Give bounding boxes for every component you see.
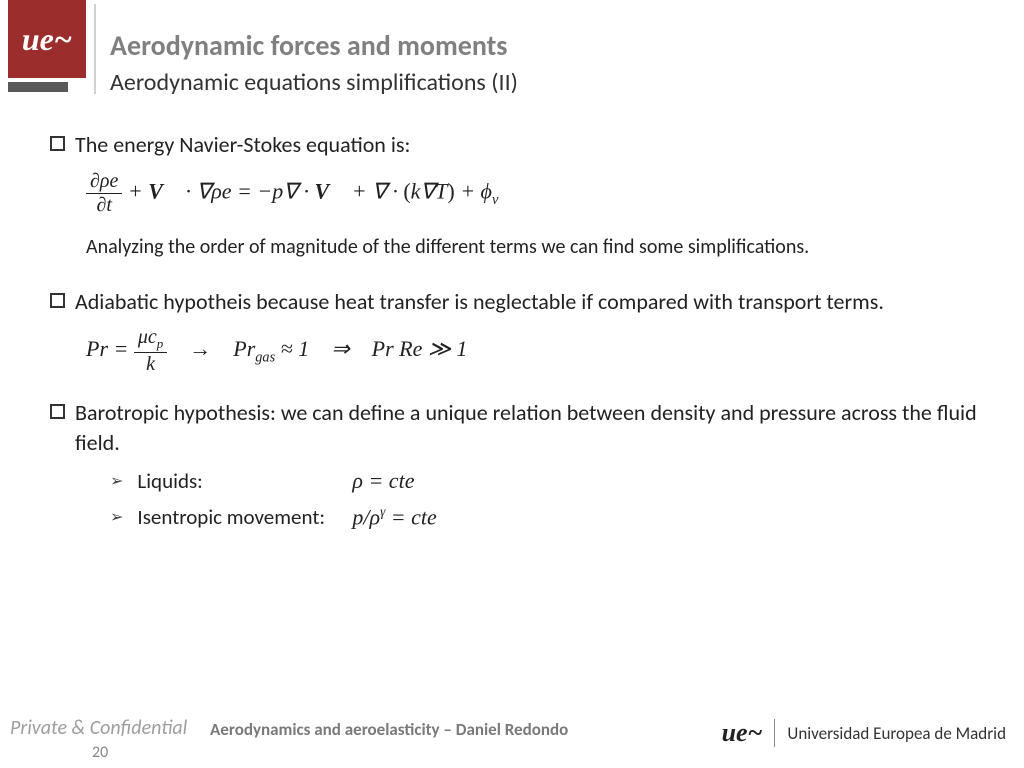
square-bullet-icon — [50, 136, 65, 151]
slide-content: The energy Navier-Stokes equation is: ∂ρ… — [50, 130, 984, 540]
bullet-1-text: The energy Navier-Stokes equation is: — [75, 130, 410, 160]
analysis-note: Analyzing the order of magnitude of the … — [86, 235, 984, 259]
prandtl-equation: Pr = μcpk → Prgas ≈ 1 ⇒ Pr Re ≫ 1 — [86, 326, 984, 376]
bullet-2: Adiabatic hypotheis because heat transfe… — [50, 287, 984, 317]
slide-title: Aerodynamic forces and moments — [110, 28, 507, 63]
footer-university: ue~ Universidad Europea de Madrid — [722, 718, 1006, 748]
header-logo: ue~ — [8, 0, 86, 78]
grey-accent-bar — [8, 82, 68, 92]
private-confidential: Private & Confidential — [10, 716, 187, 740]
bullet-3: Barotropic hypothesis: we can define a u… — [50, 398, 984, 457]
header-divider — [94, 4, 96, 94]
chevron-right-icon: ➢ — [110, 507, 123, 527]
eq-rhs: = cte — [385, 504, 437, 529]
uni-logo-text: ue~ — [722, 718, 763, 748]
slide-subtitle: Aerodynamic equations simplifications (I… — [110, 68, 518, 97]
sub-1-eq: ρ = cte — [352, 468, 414, 494]
uni-divider — [774, 719, 775, 747]
square-bullet-icon — [50, 404, 65, 419]
footer-course: Aerodynamics and aeroelasticity – Daniel… — [210, 719, 568, 740]
bullet-2-text: Adiabatic hypotheis because heat transfe… — [75, 287, 884, 317]
sub-2-eq: p/ργ = cte — [352, 504, 436, 530]
uni-name: Universidad Europea de Madrid — [787, 723, 1006, 744]
eq-rho: ρ — [370, 504, 381, 529]
sub-1-label: Liquids: — [137, 468, 352, 494]
page-number: 20 — [92, 743, 108, 762]
logo-text: ue~ — [22, 21, 72, 58]
eq-p: p — [352, 504, 363, 529]
sub-bullet-isentropic: ➢ Isentropic movement: p/ργ = cte — [110, 504, 984, 530]
square-bullet-icon — [50, 293, 65, 308]
sub-2-label: Isentropic movement: — [137, 504, 352, 530]
chevron-right-icon: ➢ — [110, 471, 123, 491]
bullet-3-text: Barotropic hypothesis: we can define a u… — [75, 398, 984, 457]
sub-bullets: ➢ Liquids: ρ = cte ➢ Isentropic movement… — [110, 468, 984, 530]
energy-equation: ∂ρe∂t + V⃗ · ∇ρe = −p∇ · V⃗ + ∇ · (k∇T) … — [86, 170, 984, 217]
sub-bullet-liquids: ➢ Liquids: ρ = cte — [110, 468, 984, 494]
bullet-1: The energy Navier-Stokes equation is: — [50, 130, 984, 160]
